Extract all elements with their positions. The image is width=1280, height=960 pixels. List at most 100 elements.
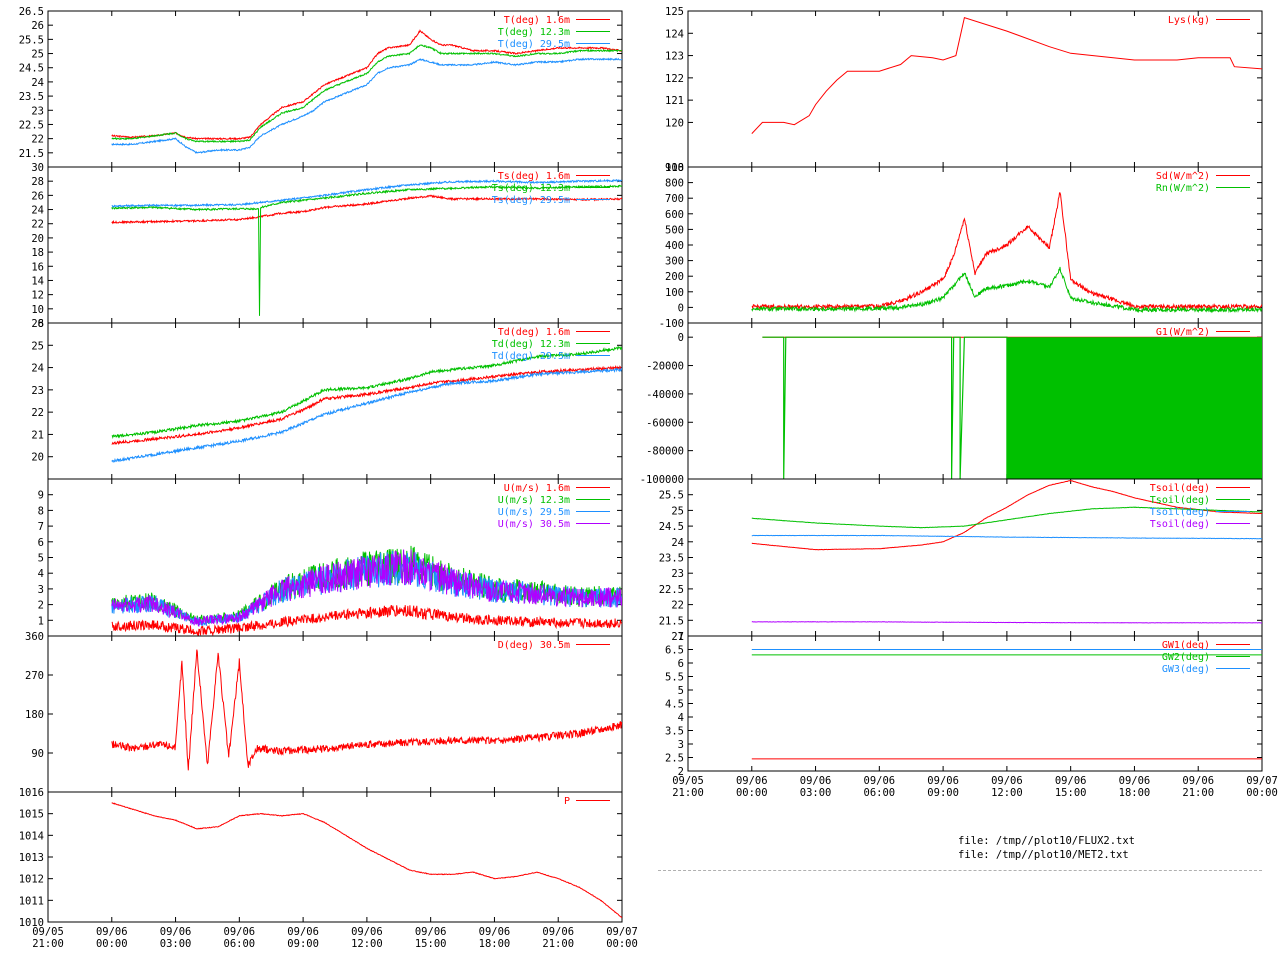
y-tick-label: 20 xyxy=(31,233,44,245)
x-tick-label-date: 09/06 xyxy=(991,775,1023,787)
y-tick-label: 2 xyxy=(678,766,684,778)
x-tick-label-date: 09/06 xyxy=(800,775,832,787)
x-tick-label-date: 09/06 xyxy=(224,926,256,938)
legend-label: Rn(W/m^2) xyxy=(1156,183,1210,194)
legend-label: P xyxy=(564,796,570,807)
y-tick-label: 1016 xyxy=(19,787,44,799)
y-tick-label: 124 xyxy=(665,28,684,40)
legend-label: Tsoil(deg) xyxy=(1150,495,1210,506)
y-tick-label: 12 xyxy=(31,290,44,302)
y-tick-label: -100000 xyxy=(640,474,684,486)
series-line-surface-temperature-2 xyxy=(111,178,622,208)
y-tick-label: -60000 xyxy=(646,417,684,429)
x-tick-label-date: 09/06 xyxy=(736,775,768,787)
legend-label: D(deg) 30.5m xyxy=(498,640,570,651)
legend-label: Td(deg) 29.5m xyxy=(492,351,570,362)
y-tick-label: 2 xyxy=(38,600,44,612)
x-tick-label-time: 06:00 xyxy=(864,787,896,799)
x-tick-label-date: 09/06 xyxy=(1182,775,1214,787)
y-tick-label: 6 xyxy=(678,658,684,670)
x-tick-label-time: 03:00 xyxy=(160,938,192,950)
x-tick-label-date: 09/06 xyxy=(479,926,511,938)
y-tick-label: 118 xyxy=(665,162,684,174)
y-tick-label: 18 xyxy=(31,247,44,259)
g2-dense-fill xyxy=(1006,337,1262,479)
panel-frame xyxy=(47,635,623,793)
y-tick-label: 30 xyxy=(31,162,44,174)
y-tick-label: 24.5 xyxy=(659,521,684,533)
y-tick-label: 22.5 xyxy=(659,584,684,596)
legend-label: U(m/s) 12.3m xyxy=(498,495,570,506)
y-tick-label: 7 xyxy=(38,521,44,533)
x-tick-label-date: 09/06 xyxy=(160,926,192,938)
legend-label: Tsoil(deg) xyxy=(1150,519,1210,530)
x-tick-label-date: 09/06 xyxy=(415,926,447,938)
y-tick-label: 122 xyxy=(665,73,684,85)
x-tick-label-date: 09/06 xyxy=(96,926,128,938)
y-tick-label: 24.5 xyxy=(19,63,44,75)
panel-frame xyxy=(47,791,623,923)
legend-label: U(m/s) 29.5m xyxy=(498,507,570,518)
y-tick-label: 23.5 xyxy=(659,553,684,565)
x-tick-label-time: 00:00 xyxy=(606,938,638,950)
x-tick-label-time: 12:00 xyxy=(991,787,1023,799)
legend-label: U(m/s) 30.5m xyxy=(498,519,570,530)
x-tick-label-time: 15:00 xyxy=(1055,787,1087,799)
series-line-lysimeter-0 xyxy=(751,17,1262,134)
y-tick-label: 5 xyxy=(38,553,44,565)
x-tick-label-date: 09/06 xyxy=(1119,775,1151,787)
y-tick-label: 1011 xyxy=(19,895,44,907)
y-tick-label: 26 xyxy=(31,20,44,32)
y-tick-label: 700 xyxy=(665,193,684,205)
y-tick-label: 9 xyxy=(38,490,44,502)
y-tick-label: 7 xyxy=(678,631,684,643)
y-tick-label: 0 xyxy=(678,302,684,314)
series-line-air-temperature-0 xyxy=(111,29,622,141)
series-line-pressure-0 xyxy=(111,802,622,919)
y-tick-label: 26 xyxy=(31,318,44,330)
panel-radiation: -100 0 100 200 300 400 500 600 700 800 900 Sd(W/m^2… xyxy=(659,162,1263,330)
legend-label: Sd(W/m^2) xyxy=(1156,171,1210,182)
legend-label: Tsoil(deg) xyxy=(1150,507,1210,518)
y-tick-label: 200 xyxy=(665,271,684,283)
legend-label: Td(deg) 12.3m xyxy=(492,339,570,350)
x-tick-label-time: 12:00 xyxy=(351,938,383,950)
y-tick-label: 300 xyxy=(665,256,684,268)
y-tick-label: 22 xyxy=(31,219,44,231)
x-tick-label-time: 00:00 xyxy=(1246,787,1278,799)
x-tick-label-time: 09:00 xyxy=(287,938,319,950)
series-line-dewpoint-2 xyxy=(111,366,622,463)
series-line-dewpoint-0 xyxy=(111,365,622,446)
y-tick-label: 180 xyxy=(25,709,44,721)
y-tick-label: 1 xyxy=(38,615,44,627)
y-tick-label: 270 xyxy=(25,670,44,682)
y-tick-label: 24 xyxy=(31,363,44,375)
y-tick-label: 24 xyxy=(31,205,44,217)
y-tick-label: 22.5 xyxy=(19,119,44,131)
y-tick-label: 400 xyxy=(665,240,684,252)
y-tick-label: 22 xyxy=(671,600,684,612)
x-tick-label-time: 15:00 xyxy=(415,938,447,950)
y-tick-label: 5.5 xyxy=(665,672,684,684)
y-tick-label: 8 xyxy=(38,318,44,330)
panel-groundwater: 09/0521:0009/0600:0009/0603:0009/0606:00… xyxy=(665,631,1278,799)
x-tick-label-time: 21:00 xyxy=(672,787,704,799)
x-tick-label-date: 09/06 xyxy=(1055,775,1087,787)
x-tick-label-time: 21:00 xyxy=(32,938,64,950)
y-tick-label: 2.5 xyxy=(665,753,684,765)
legend-label: T(deg) 1.6m xyxy=(504,15,570,26)
y-tick-label: 25 xyxy=(671,505,684,517)
y-tick-label: 26 xyxy=(31,190,44,202)
y-tick-label: 123 xyxy=(665,51,684,63)
y-tick-label: 24 xyxy=(671,537,684,549)
y-tick-label: 25.5 xyxy=(659,490,684,502)
panel-frame xyxy=(687,10,1263,168)
legend-label: Ts(deg) 12.3m xyxy=(492,183,570,194)
y-tick-label: 90 xyxy=(31,748,44,760)
y-tick-label: 23.5 xyxy=(19,91,44,103)
x-tick-label-time: 09:00 xyxy=(927,787,959,799)
legend-label: Lys(kg) xyxy=(1168,15,1210,26)
y-tick-label: 22 xyxy=(31,134,44,146)
